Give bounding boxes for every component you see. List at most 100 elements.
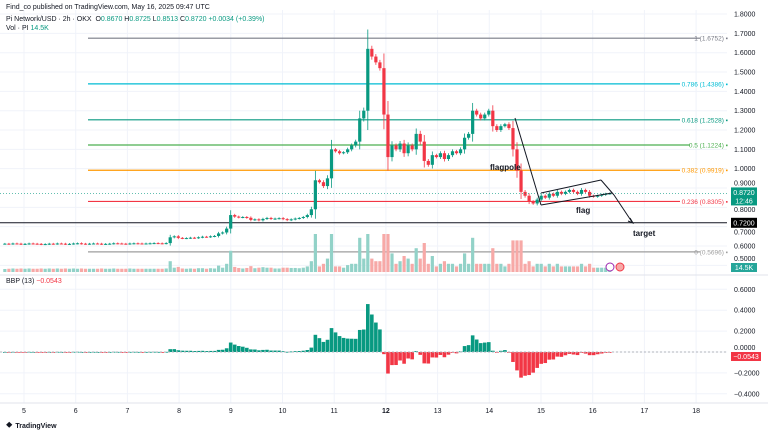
bbp-bar [321,341,326,352]
volume-bar [277,268,281,272]
candle-body [136,243,140,245]
bbp-bar [466,345,471,352]
time-tick-label: 10 [279,408,287,415]
candle-body [362,110,366,119]
bbp-bar [539,352,544,364]
candle-body [285,219,289,221]
bbp-bar [462,346,467,352]
candle-body [382,68,386,115]
time-tick-label: 11 [331,408,338,415]
price-tick-label: 0.7000 [734,229,756,236]
candle-body [148,243,152,245]
volume-bar [180,268,184,272]
candle-body [7,243,11,245]
candle-body [487,110,491,115]
candle-body [96,243,100,245]
bbp-bar [353,338,358,352]
candle-body [237,216,241,218]
candle-body [221,232,225,234]
candle-body [43,244,47,246]
candle-body [475,110,479,115]
bbp-bar [325,339,330,352]
volume-bar [257,267,261,272]
candle-body [414,133,418,150]
price-tick-label: 0.5000 [734,256,756,263]
volume-bar [378,261,382,272]
bbp-bar [442,352,447,358]
bbp-bar [216,349,221,352]
candle-body [503,124,507,127]
bbp-bar [220,349,225,352]
candle-body [499,126,503,131]
bbp-bar [192,351,197,352]
candle-body [426,160,430,165]
bbp-bar [454,352,459,354]
bbp-bar [212,350,217,352]
volume-bar [225,263,229,272]
flagpole-line [514,117,542,206]
candle-body [317,180,322,183]
bbp-bar [406,352,410,359]
volume-bar [499,263,503,272]
bbp-bar [503,350,507,352]
candle-body [184,238,188,240]
symbol: Pi Network/USD · 2h · OKX [6,16,92,23]
volume-bar [406,258,410,272]
target-projection-line [613,194,633,223]
volume-bar [297,268,301,272]
bbp-bar [273,350,277,352]
volume-bar [418,258,422,272]
candle-body [216,233,221,236]
bbp-bar [345,338,350,352]
time-tick-label: 16 [589,408,597,415]
candle-body [523,191,527,196]
bbp-bar [265,349,269,352]
bbp-bar [531,352,535,373]
volume-bar [390,253,394,272]
candle-body [27,243,31,245]
bbp-bar [599,352,604,354]
bbp-bar [309,347,314,352]
bbp-bar [240,346,245,352]
volume-bar [269,267,273,272]
volume-bar [124,268,128,272]
low-value: 0.8513 [156,16,179,23]
candle-body [354,141,358,146]
price-tick-label: 1.2000 [734,128,756,135]
candle-body [600,194,604,196]
volume-bar [600,267,604,272]
tradingview-logo[interactable]: ⯁ TradingView [6,421,57,430]
volume-bar [398,261,402,272]
candle-body [321,182,326,187]
volume-bar [547,263,551,272]
time-tick-label: 8 [177,408,181,415]
candle-body [519,170,523,192]
bbp-bar [172,349,177,352]
candle-body [176,236,180,238]
candle-body [507,124,511,129]
candle-body [59,243,63,245]
volume-bar [563,266,568,272]
candle-body [471,110,475,134]
candle-body [539,195,543,200]
time-tick-label: 12 [382,408,390,415]
candle-body [51,243,55,245]
volume-bar [442,261,447,272]
candle-body [225,228,229,233]
bbp-bar [297,351,302,352]
bbp-bar [378,329,382,352]
candle-body [277,218,281,220]
bbp-bar [563,352,568,356]
volume-bar [35,268,39,272]
bbp-bar [402,352,406,364]
candle-body [438,153,442,158]
volume-bar [120,268,124,272]
time-tick-label: 14 [485,408,493,415]
volume-bar [483,263,487,272]
candle-body [164,243,168,245]
volume-bar [471,237,475,272]
bbp-bar [511,352,515,362]
fib-level-label: 0.5 (1.1224) ▪ [689,143,728,150]
candle-body [257,219,261,221]
